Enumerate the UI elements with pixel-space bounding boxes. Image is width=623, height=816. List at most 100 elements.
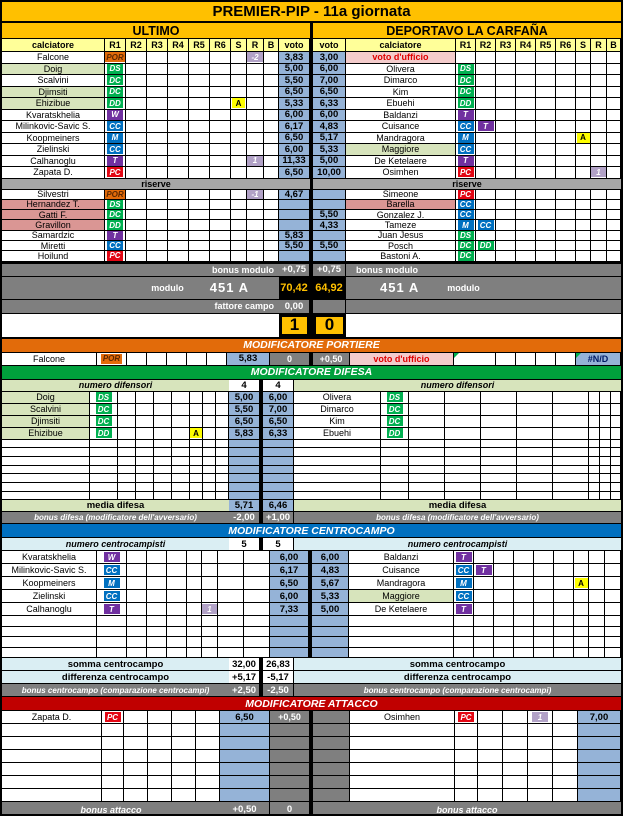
voto-cell[interactable]: 5,67 [312, 577, 349, 590]
voto-cell[interactable] [263, 491, 294, 500]
player-name-cell[interactable]: Zapata D. [2, 711, 102, 724]
voto-cell[interactable]: 5,00 [229, 391, 260, 403]
voto-cell[interactable] [270, 626, 309, 637]
bonus-cell[interactable] [313, 776, 350, 789]
player-name-cell[interactable]: Milinkovic-Savic S. [2, 564, 97, 577]
player-name-cell[interactable] [2, 465, 90, 474]
voto-cell[interactable]: 6,50 [279, 132, 310, 143]
bonus-cell[interactable] [313, 724, 350, 737]
player-name-cell[interactable]: Kvaratskhelia [2, 551, 97, 564]
voto-cell[interactable]: 6,50 [220, 711, 270, 724]
player-name-cell[interactable] [350, 724, 455, 737]
bonus-cell[interactable]: +0,50 [270, 711, 310, 724]
voto-cell[interactable]: 7,33 [270, 603, 309, 616]
voto-cell[interactable]: 6,00 [263, 391, 294, 403]
player-name-cell[interactable]: Baldanzi [349, 551, 454, 564]
bonus-modulo-value-home[interactable]: +0,75 [279, 263, 310, 276]
voto-cell[interactable]: 6,00 [270, 551, 309, 564]
voto-cell[interactable]: 5,33 [279, 98, 310, 109]
voto-cell[interactable] [263, 483, 294, 491]
voto-cell[interactable]: 4,67 [279, 189, 310, 199]
player-name-cell[interactable]: Ebuehi [294, 427, 381, 439]
player-name-cell[interactable] [2, 637, 97, 647]
player-name-cell[interactable] [349, 626, 454, 637]
voto-cell[interactable] [263, 474, 294, 483]
player-name-cell[interactable]: Gonzalez J. [346, 210, 456, 220]
voto-cell[interactable]: 3,83 [279, 52, 310, 63]
voto-cell[interactable] [263, 456, 294, 465]
bonus-cell[interactable] [270, 789, 310, 802]
portiere-voto-away[interactable]: #N/D [576, 352, 621, 365]
bonus-cell[interactable] [313, 737, 350, 750]
voto-cell[interactable]: 5,17 [313, 132, 346, 143]
voto-cell[interactable] [578, 763, 621, 776]
player-name-cell[interactable]: Kim [294, 415, 381, 427]
bonus-difesa-home[interactable]: -2,00 [229, 512, 260, 524]
voto-cell[interactable]: 6,00 [279, 144, 310, 155]
player-name-cell[interactable]: Koopmeiners [2, 577, 97, 590]
voto-cell[interactable] [279, 220, 310, 230]
player-name-cell[interactable]: Gatti F. [2, 210, 105, 220]
voto-cell[interactable] [578, 737, 621, 750]
voto-cell[interactable] [263, 465, 294, 474]
voto-cell[interactable] [313, 230, 346, 240]
voto-cell[interactable] [578, 776, 621, 789]
player-name-cell[interactable] [2, 763, 102, 776]
voto-cell[interactable]: 5,00 [312, 603, 349, 616]
voto-cell[interactable]: 5,83 [229, 427, 260, 439]
voto-cell[interactable] [229, 456, 260, 465]
voto-cell[interactable]: 6,17 [279, 121, 310, 132]
voto-cell[interactable] [313, 189, 346, 199]
player-name-cell[interactable] [350, 737, 455, 750]
bonus-cell[interactable] [313, 789, 350, 802]
away-score[interactable]: 0 [313, 313, 346, 337]
numero-difensori-away[interactable]: 4 [263, 379, 294, 391]
player-name-cell[interactable]: Juan Jesus [346, 230, 456, 240]
bonus-centrocampo-home[interactable]: +2,50 [229, 684, 260, 697]
voto-cell[interactable]: 6,00 [270, 590, 309, 603]
player-name-cell[interactable] [2, 483, 90, 491]
player-name-cell[interactable] [2, 737, 102, 750]
voto-cell[interactable]: 5,00 [313, 155, 346, 166]
player-name-cell[interactable] [2, 448, 90, 456]
bonus-cell[interactable] [313, 763, 350, 776]
player-name-cell[interactable]: Olivera [294, 391, 381, 403]
voto-cell[interactable]: 11,33 [279, 155, 310, 166]
voto-cell[interactable]: 6,33 [263, 427, 294, 439]
player-name-cell[interactable]: Simeone [346, 189, 456, 199]
player-name-cell[interactable]: Mandragora [349, 577, 454, 590]
voto-cell[interactable]: 7,00 [578, 711, 621, 724]
voto-cell[interactable]: 4,83 [313, 121, 346, 132]
portiere-bonus-home[interactable]: 0 [270, 352, 310, 365]
player-name-cell[interactable] [2, 776, 102, 789]
voto-cell[interactable]: 5,50 [313, 210, 346, 220]
voto-cell[interactable] [229, 483, 260, 491]
player-name-cell[interactable] [2, 491, 90, 500]
voto-cell[interactable] [312, 647, 349, 658]
player-name-cell[interactable]: Zielinski [2, 590, 97, 603]
player-name-cell[interactable]: Samardzic [2, 230, 105, 240]
player-name-cell[interactable] [349, 637, 454, 647]
voto-cell[interactable] [220, 737, 270, 750]
bonus-modulo-value-away[interactable]: +0,75 [313, 263, 346, 276]
player-name-cell[interactable]: Calhanoglu [2, 155, 105, 166]
voto-cell[interactable]: 5,00 [279, 63, 310, 74]
bonus-cell[interactable] [270, 776, 310, 789]
player-name-cell[interactable]: Mandragora [346, 132, 456, 143]
numero-centrocampisti-home[interactable]: 5 [229, 538, 260, 551]
somma-centrocampo-home[interactable]: 32,00 [229, 658, 260, 671]
voto-cell[interactable]: 5,50 [313, 240, 346, 251]
player-name-cell[interactable]: Posch [346, 240, 456, 251]
player-name-cell[interactable]: De Ketelaere [349, 603, 454, 616]
voto-cell[interactable]: 4,83 [312, 564, 349, 577]
voto-cell[interactable]: 4,33 [313, 220, 346, 230]
player-name-cell[interactable]: Falcone [2, 352, 97, 365]
player-name-cell[interactable]: Doig [2, 391, 90, 403]
player-name-cell[interactable] [294, 465, 381, 474]
player-name-cell[interactable] [350, 763, 455, 776]
differenza-centrocampo-away[interactable]: -5,17 [263, 671, 294, 684]
voto-cell[interactable] [279, 199, 310, 210]
voto-cell[interactable] [313, 199, 346, 210]
player-name-cell[interactable]: Hernandez T. [2, 199, 105, 210]
player-name-cell[interactable]: Kim [346, 86, 456, 97]
